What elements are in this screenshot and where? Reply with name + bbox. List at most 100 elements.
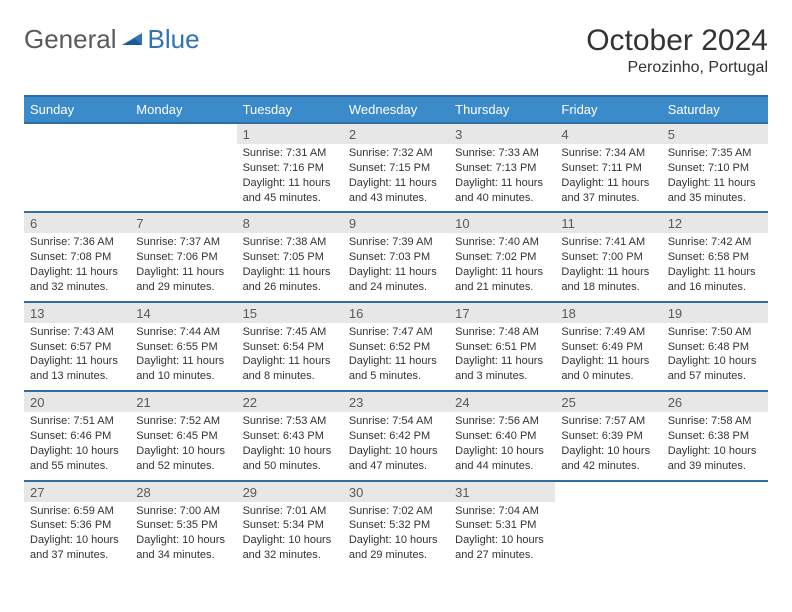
sunrise-text: Sunrise: 7:51 AM bbox=[30, 414, 124, 429]
day-number-cell: 24 bbox=[449, 391, 555, 412]
daylight-text: Daylight: 11 hours and 5 minutes. bbox=[349, 354, 443, 384]
day-number-cell: 9 bbox=[343, 212, 449, 233]
daylight-text: Daylight: 10 hours and 37 minutes. bbox=[30, 533, 124, 563]
month-title: October 2024 bbox=[586, 24, 768, 58]
day-number-cell: 2 bbox=[343, 123, 449, 144]
sunset-text: Sunset: 7:08 PM bbox=[30, 250, 124, 265]
sunrise-text: Sunrise: 7:44 AM bbox=[136, 325, 230, 340]
sunrise-text: Sunrise: 7:38 AM bbox=[243, 235, 337, 250]
day-number-cell bbox=[130, 123, 236, 144]
sunrise-text: Sunrise: 7:01 AM bbox=[243, 504, 337, 519]
day-content-cell: Sunrise: 7:44 AMSunset: 6:55 PMDaylight:… bbox=[130, 323, 236, 391]
sunset-text: Sunset: 5:31 PM bbox=[455, 518, 549, 533]
day-number-cell: 7 bbox=[130, 212, 236, 233]
day-number-cell bbox=[662, 481, 768, 502]
day-number-cell: 5 bbox=[662, 123, 768, 144]
sunrise-text: Sunrise: 6:59 AM bbox=[30, 504, 124, 519]
daylight-text: Daylight: 10 hours and 50 minutes. bbox=[243, 444, 337, 474]
day-content-cell: Sunrise: 7:54 AMSunset: 6:42 PMDaylight:… bbox=[343, 412, 449, 480]
daylight-text: Daylight: 11 hours and 43 minutes. bbox=[349, 176, 443, 206]
day-content-cell: Sunrise: 7:40 AMSunset: 7:02 PMDaylight:… bbox=[449, 233, 555, 301]
week-number-row: 20212223242526 bbox=[24, 391, 768, 412]
day-number-cell: 6 bbox=[24, 212, 130, 233]
sunrise-text: Sunrise: 7:45 AM bbox=[243, 325, 337, 340]
logo-word2: Blue bbox=[148, 24, 200, 55]
sunrise-text: Sunrise: 7:35 AM bbox=[668, 146, 762, 161]
sunset-text: Sunset: 7:15 PM bbox=[349, 161, 443, 176]
sunset-text: Sunset: 7:16 PM bbox=[243, 161, 337, 176]
sunset-text: Sunset: 7:00 PM bbox=[561, 250, 655, 265]
day-number-cell: 15 bbox=[237, 302, 343, 323]
day-content-cell: Sunrise: 7:38 AMSunset: 7:05 PMDaylight:… bbox=[237, 233, 343, 301]
daylight-text: Daylight: 10 hours and 29 minutes. bbox=[349, 533, 443, 563]
logo-word1: General bbox=[24, 24, 117, 55]
sunrise-text: Sunrise: 7:48 AM bbox=[455, 325, 549, 340]
sunset-text: Sunset: 6:54 PM bbox=[243, 340, 337, 355]
days-of-week-row: SundayMondayTuesdayWednesdayThursdayFrid… bbox=[24, 96, 768, 123]
sunset-text: Sunset: 6:57 PM bbox=[30, 340, 124, 355]
sunset-text: Sunset: 6:51 PM bbox=[455, 340, 549, 355]
daylight-text: Daylight: 11 hours and 32 minutes. bbox=[30, 265, 124, 295]
daylight-text: Daylight: 10 hours and 47 minutes. bbox=[349, 444, 443, 474]
calendar-table: SundayMondayTuesdayWednesdayThursdayFrid… bbox=[24, 95, 768, 569]
day-content-cell: Sunrise: 7:43 AMSunset: 6:57 PMDaylight:… bbox=[24, 323, 130, 391]
sunrise-text: Sunrise: 7:31 AM bbox=[243, 146, 337, 161]
day-number-cell: 8 bbox=[237, 212, 343, 233]
day-content-cell bbox=[130, 144, 236, 212]
sunrise-text: Sunrise: 7:02 AM bbox=[349, 504, 443, 519]
sunrise-text: Sunrise: 7:04 AM bbox=[455, 504, 549, 519]
day-of-week-header: Thursday bbox=[449, 96, 555, 123]
daylight-text: Daylight: 10 hours and 34 minutes. bbox=[136, 533, 230, 563]
daylight-text: Daylight: 11 hours and 0 minutes. bbox=[561, 354, 655, 384]
sunset-text: Sunset: 6:38 PM bbox=[668, 429, 762, 444]
sunrise-text: Sunrise: 7:57 AM bbox=[561, 414, 655, 429]
daylight-text: Daylight: 11 hours and 29 minutes. bbox=[136, 265, 230, 295]
day-number-cell bbox=[24, 123, 130, 144]
sunset-text: Sunset: 7:11 PM bbox=[561, 161, 655, 176]
day-content-cell: Sunrise: 7:32 AMSunset: 7:15 PMDaylight:… bbox=[343, 144, 449, 212]
day-content-cell: Sunrise: 7:57 AMSunset: 6:39 PMDaylight:… bbox=[555, 412, 661, 480]
day-content-cell: Sunrise: 7:49 AMSunset: 6:49 PMDaylight:… bbox=[555, 323, 661, 391]
day-number-cell: 1 bbox=[237, 123, 343, 144]
sunrise-text: Sunrise: 7:43 AM bbox=[30, 325, 124, 340]
sunrise-text: Sunrise: 7:56 AM bbox=[455, 414, 549, 429]
day-content-cell: Sunrise: 7:50 AMSunset: 6:48 PMDaylight:… bbox=[662, 323, 768, 391]
day-content-cell bbox=[662, 502, 768, 569]
title-block: October 2024 Perozinho, Portugal bbox=[586, 24, 768, 77]
sunset-text: Sunset: 6:58 PM bbox=[668, 250, 762, 265]
day-content-cell: Sunrise: 6:59 AMSunset: 5:36 PMDaylight:… bbox=[24, 502, 130, 569]
day-number-cell: 27 bbox=[24, 481, 130, 502]
sunset-text: Sunset: 5:34 PM bbox=[243, 518, 337, 533]
sunset-text: Sunset: 6:39 PM bbox=[561, 429, 655, 444]
week-number-row: 2728293031 bbox=[24, 481, 768, 502]
day-number-cell: 13 bbox=[24, 302, 130, 323]
sunset-text: Sunset: 6:43 PM bbox=[243, 429, 337, 444]
sunset-text: Sunset: 6:49 PM bbox=[561, 340, 655, 355]
calendar-page: General Blue October 2024 Perozinho, Por… bbox=[0, 0, 792, 612]
day-number-cell: 4 bbox=[555, 123, 661, 144]
day-of-week-header: Wednesday bbox=[343, 96, 449, 123]
day-content-cell: Sunrise: 7:52 AMSunset: 6:45 PMDaylight:… bbox=[130, 412, 236, 480]
daylight-text: Daylight: 11 hours and 37 minutes. bbox=[561, 176, 655, 206]
sunrise-text: Sunrise: 7:36 AM bbox=[30, 235, 124, 250]
day-number-cell: 22 bbox=[237, 391, 343, 412]
day-content-cell: Sunrise: 7:35 AMSunset: 7:10 PMDaylight:… bbox=[662, 144, 768, 212]
sunrise-text: Sunrise: 7:54 AM bbox=[349, 414, 443, 429]
day-content-cell: Sunrise: 7:34 AMSunset: 7:11 PMDaylight:… bbox=[555, 144, 661, 212]
daylight-text: Daylight: 10 hours and 55 minutes. bbox=[30, 444, 124, 474]
day-number-cell: 12 bbox=[662, 212, 768, 233]
daylight-text: Daylight: 11 hours and 35 minutes. bbox=[668, 176, 762, 206]
day-number-cell: 20 bbox=[24, 391, 130, 412]
logo: General Blue bbox=[24, 24, 200, 55]
daylight-text: Daylight: 11 hours and 21 minutes. bbox=[455, 265, 549, 295]
daylight-text: Daylight: 11 hours and 26 minutes. bbox=[243, 265, 337, 295]
day-content-cell: Sunrise: 7:01 AMSunset: 5:34 PMDaylight:… bbox=[237, 502, 343, 569]
day-content-cell bbox=[555, 502, 661, 569]
daylight-text: Daylight: 10 hours and 57 minutes. bbox=[668, 354, 762, 384]
sunset-text: Sunset: 6:46 PM bbox=[30, 429, 124, 444]
sunrise-text: Sunrise: 7:42 AM bbox=[668, 235, 762, 250]
week-content-row: Sunrise: 6:59 AMSunset: 5:36 PMDaylight:… bbox=[24, 502, 768, 569]
sunset-text: Sunset: 7:02 PM bbox=[455, 250, 549, 265]
day-number-cell: 26 bbox=[662, 391, 768, 412]
day-number-cell: 17 bbox=[449, 302, 555, 323]
